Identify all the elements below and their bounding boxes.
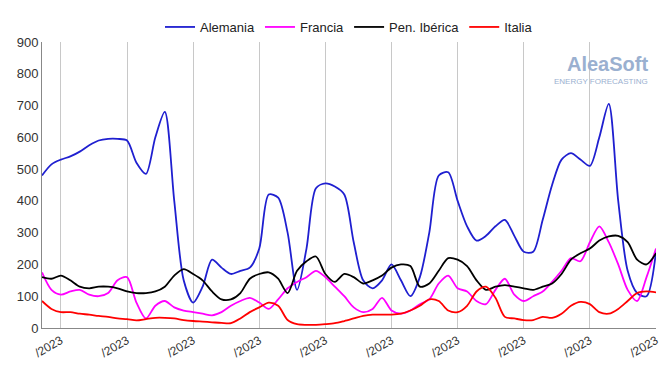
svg-text:/2023: /2023 bbox=[32, 333, 65, 360]
svg-text:Alemania: Alemania bbox=[200, 20, 255, 35]
svg-text:700: 700 bbox=[17, 98, 39, 113]
svg-text:/2023: /2023 bbox=[627, 333, 660, 360]
svg-text:0: 0 bbox=[31, 321, 38, 336]
svg-text:100: 100 bbox=[17, 289, 39, 304]
svg-text:/2023: /2023 bbox=[363, 333, 396, 360]
svg-text:900: 900 bbox=[17, 35, 39, 50]
svg-text:800: 800 bbox=[17, 66, 39, 81]
svg-text:Pen. Ibérica: Pen. Ibérica bbox=[389, 20, 459, 35]
svg-text:/2023: /2023 bbox=[231, 333, 264, 360]
svg-text:AleaSoft: AleaSoft bbox=[567, 53, 648, 75]
svg-text:500: 500 bbox=[17, 162, 39, 177]
svg-text:/2023: /2023 bbox=[297, 333, 330, 360]
svg-text:/2023: /2023 bbox=[99, 333, 132, 360]
svg-text:/2023: /2023 bbox=[561, 333, 594, 360]
svg-text:/2023: /2023 bbox=[165, 333, 198, 360]
svg-text:200: 200 bbox=[17, 257, 39, 272]
svg-text:600: 600 bbox=[17, 130, 39, 145]
svg-text:/2023: /2023 bbox=[495, 333, 528, 360]
svg-text:Francia: Francia bbox=[300, 20, 344, 35]
svg-text:ENERGY FORECASTING: ENERGY FORECASTING bbox=[554, 77, 648, 86]
svg-text:400: 400 bbox=[17, 193, 39, 208]
svg-text:300: 300 bbox=[17, 225, 39, 240]
svg-text:Italia: Italia bbox=[504, 20, 532, 35]
svg-text:/2023: /2023 bbox=[429, 333, 462, 360]
